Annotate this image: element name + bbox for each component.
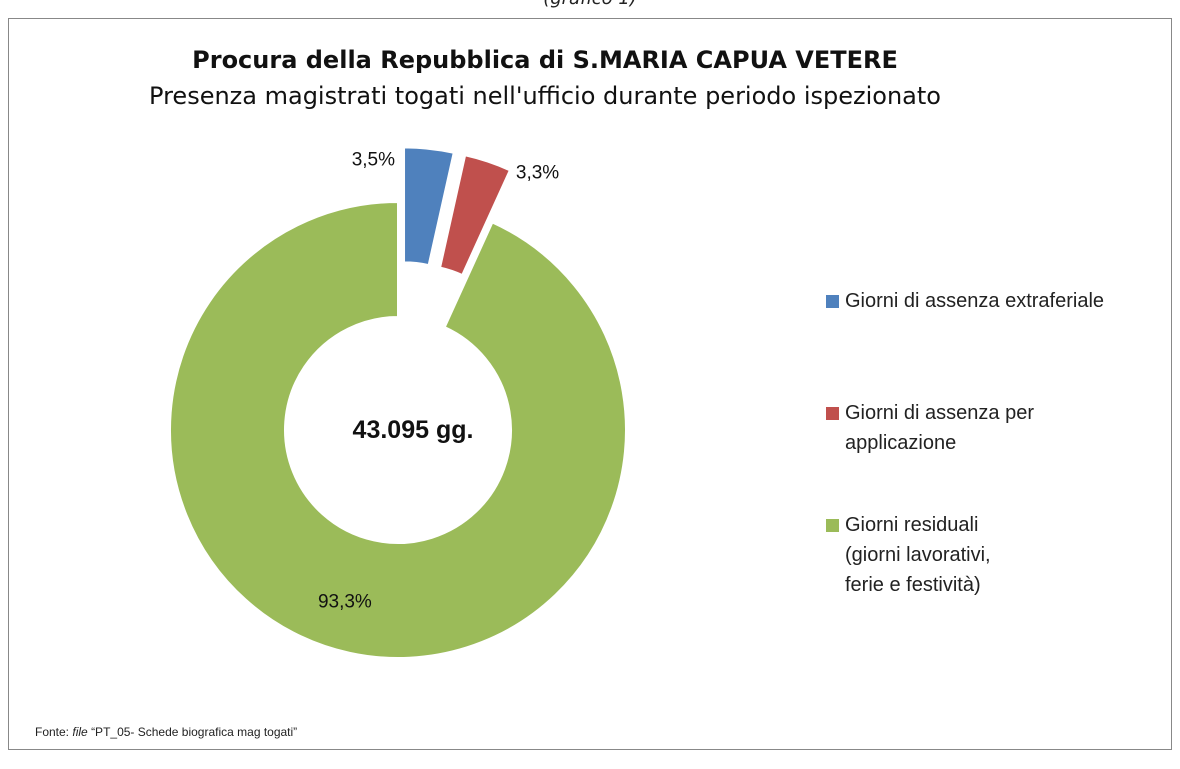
legend-swatch bbox=[826, 519, 839, 532]
legend-label: Giorni di assenza per applicazione bbox=[845, 402, 1034, 454]
source-italic: file bbox=[72, 725, 88, 739]
frame bbox=[8, 18, 1172, 750]
caption: (grafico 1) bbox=[543, 0, 637, 9]
legend-item: Giorni residuali (giorni lavorativi, fer… bbox=[826, 510, 1025, 600]
source-prefix: Fonte: bbox=[35, 725, 70, 739]
source: Fonte: file “PT_05- Schede biografica ma… bbox=[35, 725, 297, 739]
data-label: 93,3% bbox=[318, 592, 372, 613]
legend-item: Giorni di assenza extraferiale bbox=[826, 286, 1155, 316]
slice bbox=[169, 200, 627, 659]
chart-subtitle: Presenza magistrati togati nell'ufficio … bbox=[149, 82, 941, 110]
data-label: 3,5% bbox=[352, 150, 395, 171]
legend-label: Giorni di assenza extraferiale bbox=[845, 290, 1105, 312]
legend-swatch bbox=[826, 407, 839, 420]
data-label: 3,3% bbox=[516, 163, 559, 184]
legend-item: Giorni di assenza per applicazione bbox=[826, 398, 1045, 458]
chart-title: Procura della Repubblica di S.MARIA CAPU… bbox=[192, 46, 898, 74]
slice bbox=[438, 154, 512, 277]
legend-label: Giorni residuali (giorni lavorativi, fer… bbox=[845, 514, 991, 596]
center-label: 43.095 gg. bbox=[353, 416, 474, 444]
slice bbox=[403, 146, 455, 267]
legend-swatch bbox=[826, 295, 839, 308]
source-text: “PT_05- Schede biografica mag togati” bbox=[91, 725, 298, 739]
